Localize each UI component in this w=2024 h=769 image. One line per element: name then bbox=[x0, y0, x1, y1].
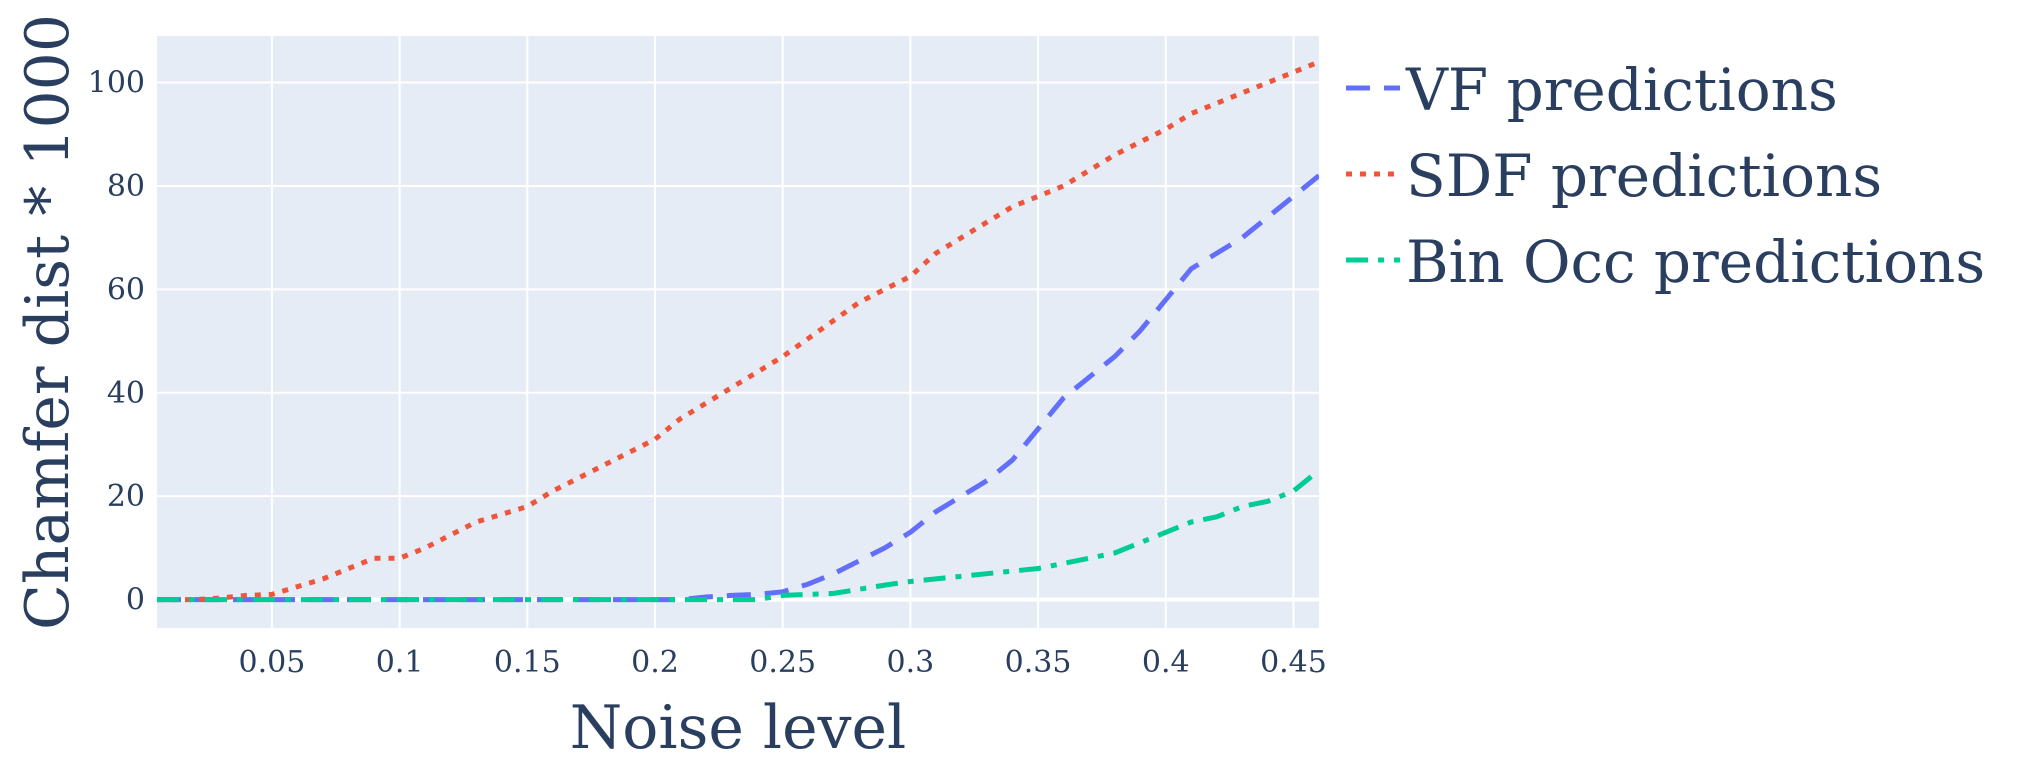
x-tick-label: 0.35 bbox=[1005, 645, 1072, 680]
y-tick-labels: 0 20 40 60 80 100 bbox=[88, 66, 145, 618]
legend-label-1: SDF predictions bbox=[1406, 142, 1882, 210]
x-tick-label: 0.1 bbox=[376, 645, 424, 680]
series-line-0 bbox=[157, 173, 1319, 603]
plot-background bbox=[157, 36, 1319, 628]
y-tick-label: 0 bbox=[126, 583, 145, 618]
x-tick-label: 0.25 bbox=[749, 645, 816, 680]
x-gridlines bbox=[270, 36, 1295, 628]
x-tick-label: 0.15 bbox=[494, 645, 561, 680]
legend: VF predictions SDF predictions Bin Occ pre… bbox=[1346, 56, 1985, 296]
x-tick-label: 0.4 bbox=[1142, 645, 1190, 680]
legend-label-2: Bin Occ predictions bbox=[1406, 228, 1985, 296]
x-tick-label: 0.3 bbox=[887, 645, 935, 680]
x-axis-title: Noise level bbox=[570, 693, 906, 763]
legend-label-0: VF predictions bbox=[1405, 56, 1838, 124]
y-tick-label: 20 bbox=[107, 479, 145, 514]
y-tick-label: 60 bbox=[107, 272, 145, 307]
y-tick-label: 80 bbox=[107, 169, 145, 204]
x-tick-labels: 0.05 0.1 0.15 0.2 0.25 0.3 0.35 0.4 0.45 bbox=[239, 645, 1327, 680]
y-gridlines bbox=[157, 81, 1319, 498]
x-tick-label: 0.2 bbox=[631, 645, 679, 680]
series-layer bbox=[157, 59, 1319, 603]
series-line-2 bbox=[157, 468, 1319, 603]
y-axis-title: Chamfer dist * 1000 bbox=[13, 14, 83, 630]
x-tick-label: 0.45 bbox=[1260, 645, 1327, 680]
x-tick-label: 0.05 bbox=[239, 645, 306, 680]
y-tick-label: 100 bbox=[88, 66, 145, 101]
y-tick-label: 40 bbox=[107, 376, 145, 411]
